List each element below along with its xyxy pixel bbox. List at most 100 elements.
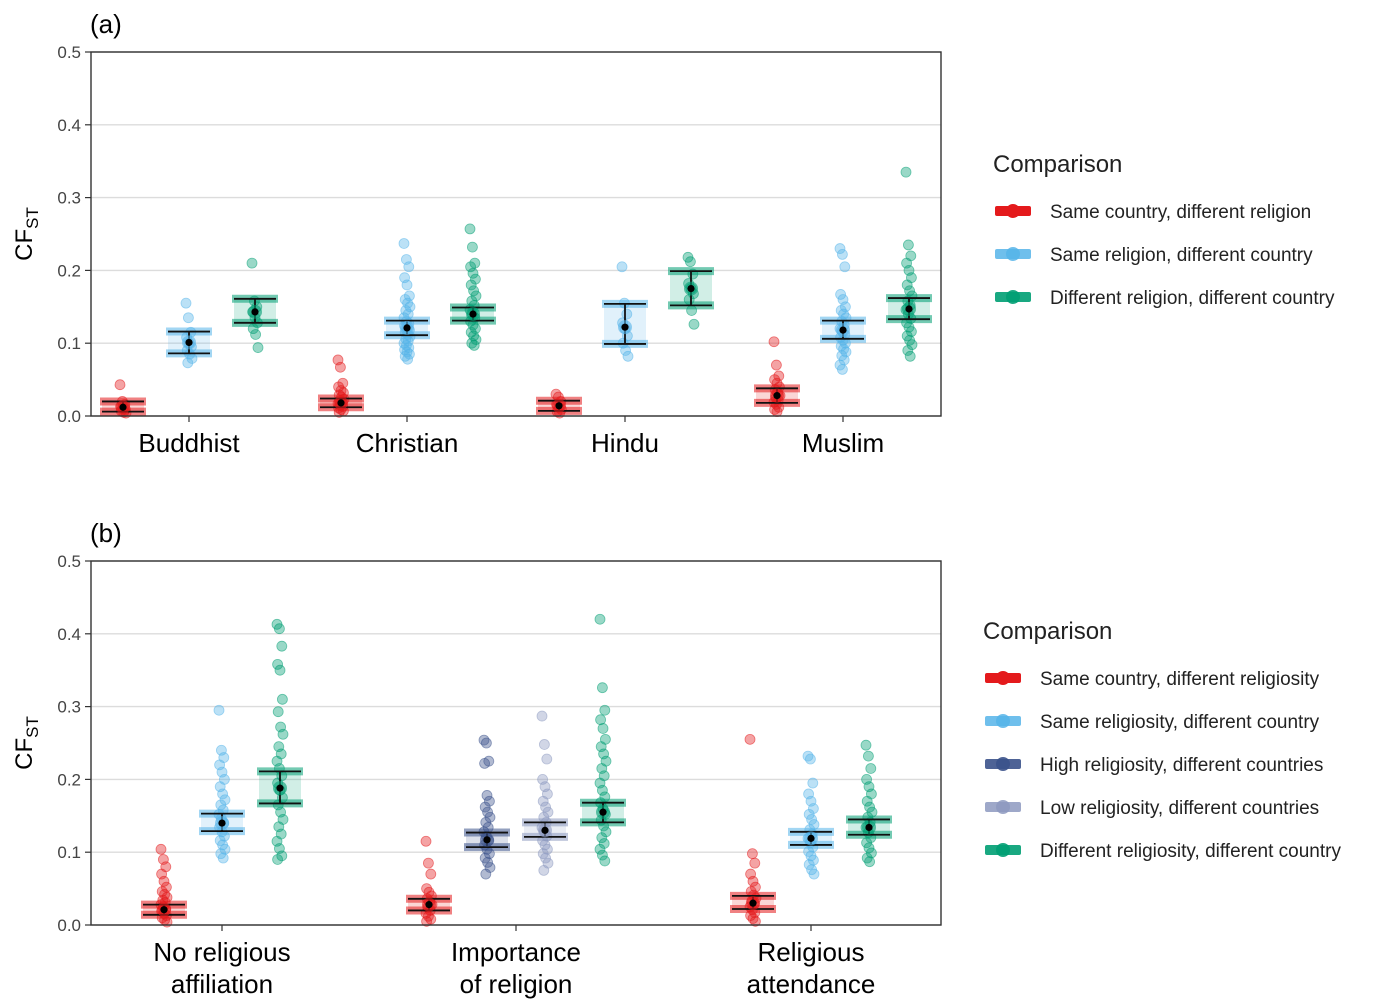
panel-a-legend-entry: Same country, different religion bbox=[995, 202, 1311, 223]
data-point bbox=[749, 857, 761, 869]
data-point bbox=[771, 359, 782, 371]
data-point bbox=[482, 856, 494, 868]
mean-point bbox=[865, 823, 873, 832]
series-group bbox=[464, 734, 510, 880]
mean-point bbox=[555, 402, 563, 410]
data-point bbox=[479, 757, 491, 769]
plot-border bbox=[90, 51, 942, 417]
mean-point bbox=[905, 305, 913, 313]
data-point bbox=[470, 334, 482, 345]
panel-a-y-axis-title-main: CF bbox=[11, 229, 38, 261]
data-point bbox=[276, 850, 288, 862]
series-group bbox=[580, 613, 626, 867]
mean-point bbox=[807, 834, 815, 842]
mean-point bbox=[119, 403, 127, 411]
y-tick-label: 0.5 bbox=[57, 43, 81, 62]
data-point bbox=[808, 868, 820, 880]
data-point bbox=[420, 835, 432, 847]
x-tick-label-line: Christian bbox=[356, 428, 459, 458]
legend-swatch-dot bbox=[996, 757, 1010, 771]
data-point bbox=[768, 336, 780, 348]
mean-point bbox=[469, 310, 477, 318]
x-tick-label-line: Muslim bbox=[802, 428, 884, 458]
data-point bbox=[158, 875, 170, 887]
series-group bbox=[257, 618, 303, 865]
panel-a-legend-entry: Same religion, different country bbox=[995, 245, 1313, 266]
x-tick-label: Buddhist bbox=[138, 428, 240, 458]
panel-b-legend-entry: Same country, different religiosity bbox=[985, 669, 1320, 690]
data-point bbox=[805, 753, 816, 765]
data-point bbox=[594, 613, 606, 625]
data-point bbox=[421, 915, 433, 927]
data-point bbox=[277, 728, 289, 740]
data-point bbox=[835, 289, 846, 300]
y-tick-label: 0.3 bbox=[57, 698, 81, 717]
panel-b-legend-entry: High religiosity, different countries bbox=[985, 755, 1323, 776]
x-tick-label: Hindu bbox=[591, 428, 659, 458]
data-point bbox=[539, 739, 550, 750]
series-group bbox=[820, 243, 866, 375]
y-tick-label: 0.0 bbox=[57, 916, 81, 935]
mean-point bbox=[403, 324, 411, 332]
y-tick-label: 0.2 bbox=[57, 261, 81, 280]
data-point bbox=[540, 801, 551, 813]
data-point bbox=[469, 273, 481, 285]
data-point bbox=[182, 312, 194, 324]
data-point bbox=[597, 784, 608, 796]
x-tick-label-line: affiliation bbox=[171, 969, 273, 999]
panel-a: (a) CFST 0.0 0.1 0.2 0.3 0.4 0.5 Buddhist Chris… bbox=[11, 9, 1335, 458]
data-point bbox=[276, 640, 288, 652]
panel-a-legend-title: Comparison bbox=[993, 151, 1122, 178]
data-point bbox=[906, 339, 918, 351]
data-point bbox=[747, 875, 759, 887]
data-point bbox=[484, 862, 496, 873]
data-point bbox=[597, 849, 608, 861]
legend-swatch-dot bbox=[1006, 247, 1020, 261]
data-point bbox=[403, 261, 415, 273]
legend-swatch-dot bbox=[1006, 290, 1020, 304]
data-point bbox=[598, 838, 610, 849]
panel-a-legend-label: Same religion, different country bbox=[1050, 245, 1313, 266]
x-tick-label: Christian bbox=[356, 428, 459, 458]
mean-point bbox=[687, 285, 695, 293]
mean-point bbox=[276, 784, 284, 792]
data-point bbox=[219, 843, 231, 855]
data-point bbox=[538, 865, 550, 876]
data-point bbox=[217, 788, 229, 800]
data-point bbox=[807, 777, 819, 789]
x-tick-label: Religious attendance bbox=[747, 937, 876, 999]
data-point bbox=[180, 297, 192, 309]
series-group bbox=[100, 379, 146, 419]
panel-b-legend-label: Same country, different religiosity bbox=[1040, 669, 1320, 690]
panel-b-legend-label: Low religiosity, different countries bbox=[1040, 798, 1319, 819]
data-point bbox=[900, 166, 912, 178]
data-point bbox=[402, 353, 414, 365]
panel-a-plot-area: 0.0 0.1 0.2 0.3 0.4 0.5 Buddhist Christian Hindu… bbox=[57, 43, 942, 458]
data-point bbox=[595, 714, 606, 726]
mean-point bbox=[185, 338, 193, 347]
mean-point bbox=[425, 901, 433, 909]
data-point bbox=[536, 710, 548, 722]
legend-swatch-dot bbox=[996, 714, 1010, 728]
data-point bbox=[464, 223, 476, 235]
data-point bbox=[864, 801, 875, 813]
data-point bbox=[840, 346, 852, 358]
data-point bbox=[182, 357, 194, 369]
mean-point bbox=[483, 836, 491, 844]
panel-b-legend: Comparison Same country, different relig… bbox=[983, 618, 1341, 862]
data-point bbox=[865, 763, 877, 774]
data-point bbox=[542, 843, 553, 855]
legend-swatch-dot bbox=[1006, 204, 1020, 218]
data-point bbox=[425, 868, 437, 880]
data-point bbox=[334, 361, 346, 373]
data-point bbox=[599, 855, 611, 867]
mean-point bbox=[621, 323, 629, 331]
data-point bbox=[903, 239, 914, 251]
y-tick-label: 0.3 bbox=[57, 189, 81, 208]
data-point bbox=[465, 261, 477, 273]
data-point bbox=[596, 832, 608, 844]
x-tick-label-line: Importance bbox=[451, 937, 581, 967]
data-point bbox=[467, 267, 479, 279]
series-group bbox=[450, 223, 496, 351]
